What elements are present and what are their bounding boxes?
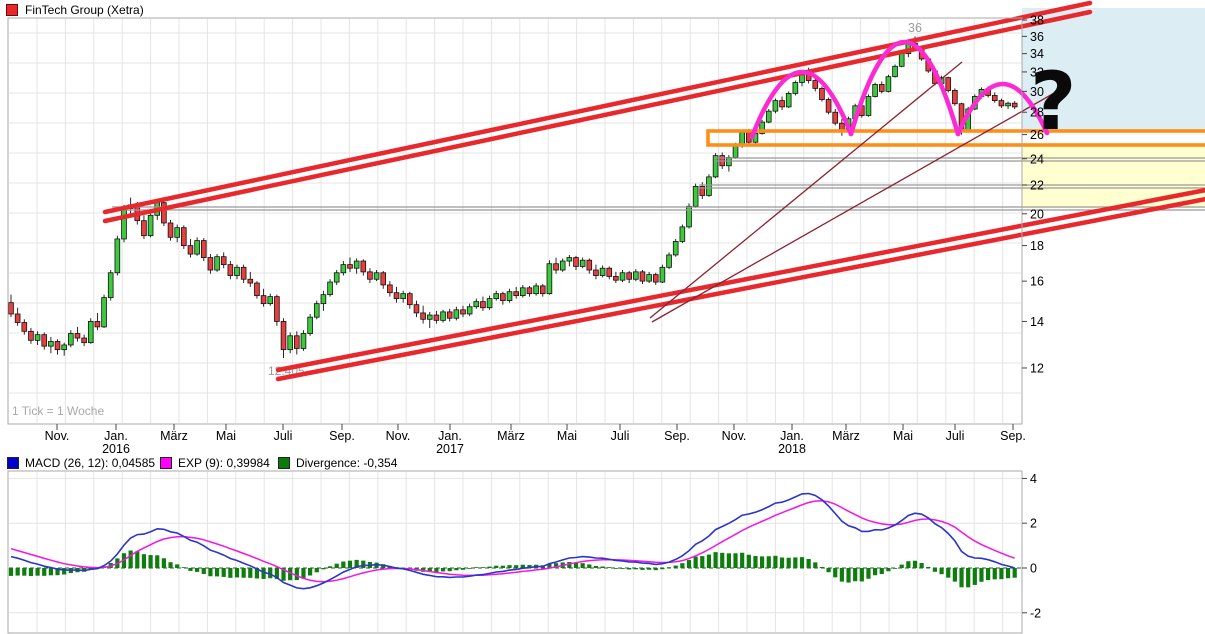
legend-macd: MACD (26, 12): 0,04585 [7,456,155,470]
series-color-icon [6,4,18,16]
svg-text:Nov.: Nov. [386,429,411,443]
svg-text:-2: -2 [1030,606,1041,620]
svg-text:März: März [497,429,525,443]
svg-text:Jan.: Jan. [780,429,804,443]
chart-header: FinTech Group (Xetra) [6,3,144,17]
svg-text:28: 28 [1030,106,1044,120]
svg-text:14: 14 [1030,315,1044,329]
svg-text:32: 32 [1030,65,1044,79]
svg-text:Sep.: Sep. [329,429,355,443]
svg-text:0: 0 [1030,562,1037,576]
svg-text:20: 20 [1030,207,1044,221]
peak-high-label: 36 [908,21,922,35]
svg-text:4: 4 [1030,472,1037,486]
svg-text:Nov.: Nov. [45,429,70,443]
chart-title: FinTech Group (Xetra) [25,3,144,17]
svg-text:Juli: Juli [946,429,965,443]
svg-text:Sep.: Sep. [664,429,690,443]
svg-text:2018: 2018 [778,442,806,456]
svg-text:2017: 2017 [436,442,464,456]
svg-text:März: März [160,429,188,443]
svg-text:36: 36 [1030,30,1044,44]
svg-text:Mai: Mai [557,429,577,443]
legend-macd-label: MACD (26, 12): 0,04585 [25,456,156,470]
divergence-swatch-icon [278,457,290,469]
svg-text:16: 16 [1030,275,1044,289]
svg-text:30: 30 [1030,85,1044,99]
svg-text:Juli: Juli [274,429,293,443]
svg-text:März: März [832,429,860,443]
svg-text:Nov.: Nov. [722,429,747,443]
svg-text:Sep.: Sep. [1000,429,1026,443]
svg-text:2016: 2016 [102,442,130,456]
svg-text:22: 22 [1030,179,1044,193]
svg-text:38: 38 [1030,14,1044,28]
svg-text:Jan.: Jan. [104,429,128,443]
legend-divergence: Divergence: -0,354 [278,456,397,470]
question-mark-annotation: ? [1030,55,1077,148]
svg-text:Juli: Juli [611,429,630,443]
svg-text:18: 18 [1030,239,1044,253]
forecast-zones [1022,8,1205,208]
legend-exp: EXP (9): 0,39984 [160,456,270,470]
svg-text:2: 2 [1030,517,1037,531]
svg-text:34: 34 [1030,47,1044,61]
analysis-annotations [102,0,1205,382]
macd-swatch-icon [7,457,19,469]
exp-swatch-icon [160,457,172,469]
svg-text:12: 12 [1030,361,1044,375]
svg-text:24: 24 [1030,152,1044,166]
legend-exp-label: EXP (9): 0,39984 [178,456,270,470]
svg-text:26: 26 [1030,128,1044,142]
svg-text:Mai: Mai [216,429,236,443]
svg-text:Jan.: Jan. [438,429,462,443]
svg-text:Mai: Mai [893,429,913,443]
legend-divergence-label: Divergence: -0,354 [296,456,398,470]
tick-interval-note: 1 Tick = 1 Woche [12,404,105,418]
macd-panel [8,492,1021,590]
